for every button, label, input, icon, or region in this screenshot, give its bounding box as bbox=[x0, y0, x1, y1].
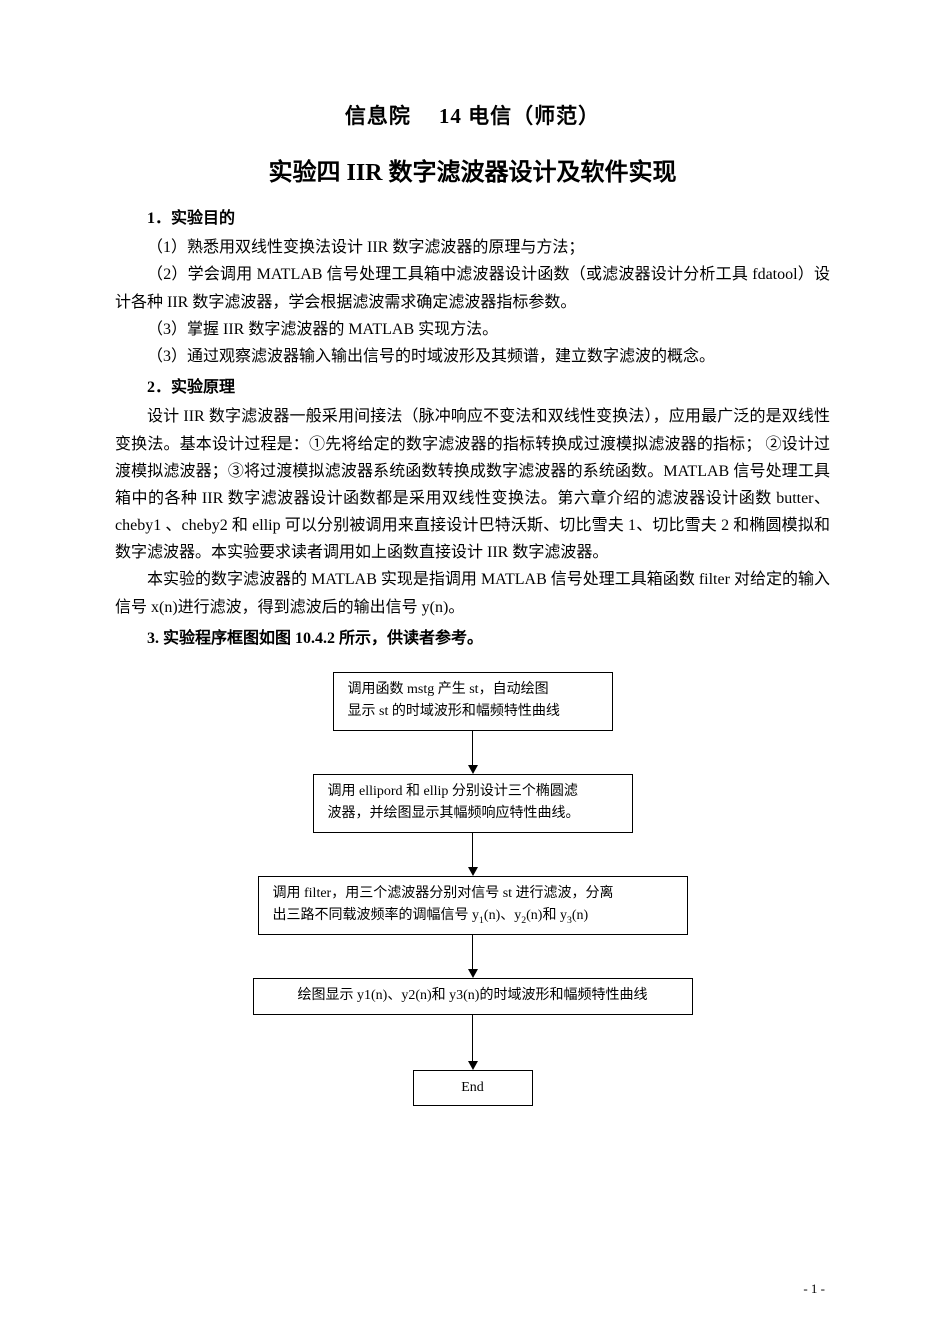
flow-box-4-line1: 绘图显示 y1(n)、y2(n)和 y3(n)的时域波形和幅频特性曲线 bbox=[268, 985, 678, 1007]
flow-box-2: 调用 ellipord 和 ellip 分别设计三个椭圆滤 波器，并绘图显示其幅… bbox=[313, 774, 633, 833]
flow-arrow-4 bbox=[468, 1015, 478, 1070]
header-left: 信息院 bbox=[345, 104, 411, 128]
header-right: 14 电信（师范） bbox=[439, 104, 600, 128]
page-number: - 1 - bbox=[803, 1281, 825, 1297]
section2-head: 2．实验原理 bbox=[115, 374, 830, 401]
flow-arrow-2 bbox=[468, 833, 478, 876]
flow-arrow-3 bbox=[468, 935, 478, 978]
section1-p1: （1）熟悉用双线性变换法设计 IIR 数字滤波器的原理与方法； bbox=[115, 234, 830, 261]
flow-box-end-text: End bbox=[428, 1077, 518, 1099]
flow-box-1-line1: 调用函数 mstg 产生 st，自动绘图 bbox=[348, 679, 598, 701]
section1-head: 1．实验目的 bbox=[115, 205, 830, 232]
section1-p2: （2）学会调用 MATLAB 信号处理工具箱中滤波器设计函数（或滤波器设计分析工… bbox=[115, 261, 830, 315]
section2-p2: 本实验的数字滤波器的 MATLAB 实现是指调用 MATLAB 信号处理工具箱函… bbox=[115, 566, 830, 620]
flow-box-2-line1: 调用 ellipord 和 ellip 分别设计三个椭圆滤 bbox=[328, 781, 618, 803]
section1-p4: （3）通过观察滤波器输入输出信号的时域波形及其频谱，建立数字滤波的概念。 bbox=[115, 343, 830, 370]
flow-box-end: End bbox=[413, 1070, 533, 1106]
flow-box-3-line1: 调用 filter，用三个滤波器分别对信号 st 进行滤波，分离 bbox=[273, 883, 673, 905]
flow-box-1-line2: 显示 st 的时域波形和幅频特性曲线 bbox=[348, 701, 598, 723]
flow-box-2-line2: 波器，并绘图显示其幅频响应特性曲线。 bbox=[328, 803, 618, 825]
section1-p3: （3）掌握 IIR 数字滤波器的 MATLAB 实现方法。 bbox=[115, 316, 830, 343]
flow-box-3-line2: 出三路不同载波频率的调幅信号 y1(n)、y2(n)和 y3(n) bbox=[273, 905, 673, 928]
doc-title: 实验四 IIR 数字滤波器设计及软件实现 bbox=[115, 152, 830, 187]
doc-header: 信息院 14 电信（师范） bbox=[115, 100, 830, 130]
flowchart: 调用函数 mstg 产生 st，自动绘图 显示 st 的时域波形和幅频特性曲线 … bbox=[115, 672, 830, 1106]
flow-box-4: 绘图显示 y1(n)、y2(n)和 y3(n)的时域波形和幅频特性曲线 bbox=[253, 978, 693, 1014]
flow-box-3: 调用 filter，用三个滤波器分别对信号 st 进行滤波，分离 出三路不同载波… bbox=[258, 876, 688, 936]
section3-head: 3. 实验程序框图如图 10.4.2 所示，供读者参考。 bbox=[115, 625, 830, 652]
flow-box-1: 调用函数 mstg 产生 st，自动绘图 显示 st 的时域波形和幅频特性曲线 bbox=[333, 672, 613, 731]
flow-arrow-1 bbox=[468, 731, 478, 774]
section2-p1: 设计 IIR 数字滤波器一般采用间接法（脉冲响应不变法和双线性变换法），应用最广… bbox=[115, 403, 830, 566]
